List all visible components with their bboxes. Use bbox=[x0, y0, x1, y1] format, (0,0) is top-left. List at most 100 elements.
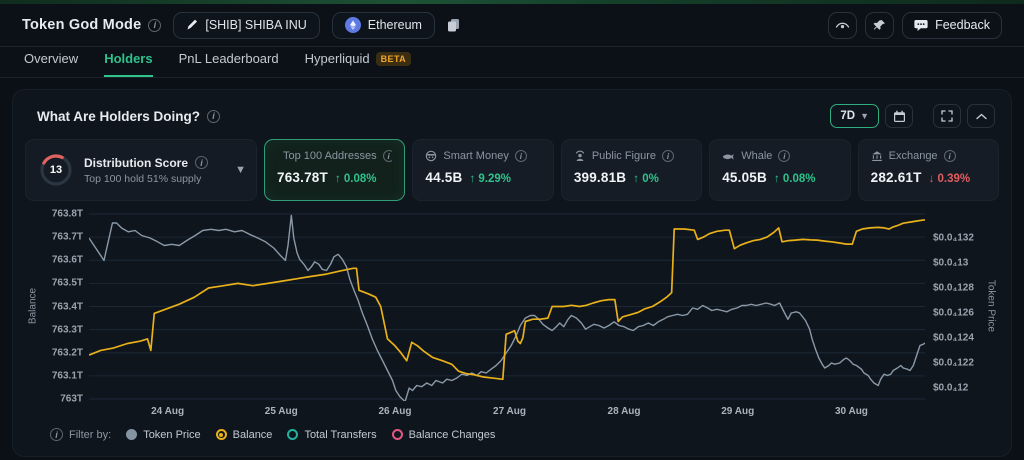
distribution-score-value: 13 bbox=[49, 164, 63, 176]
timeframe-dropdown[interactable]: 7D ▼ bbox=[830, 104, 879, 128]
card-exchange[interactable]: Exchange i 282.61T ↓ 0.39% bbox=[857, 139, 1000, 201]
eye-icon bbox=[835, 22, 850, 28]
x-axis-label: 29 Aug bbox=[721, 406, 755, 417]
collapse-button[interactable] bbox=[967, 104, 995, 128]
public-figure-icon bbox=[575, 150, 585, 161]
nav-tabs: Overview Holders PnL Leaderboard Hyperli… bbox=[0, 47, 1024, 78]
timeframe-value: 7D bbox=[840, 110, 856, 122]
balance-tick-label: 763.4T bbox=[51, 301, 83, 312]
x-axis-label: 30 Aug bbox=[834, 406, 868, 417]
card-label: Public Figure bbox=[591, 150, 657, 162]
series-token-price bbox=[89, 216, 925, 402]
x-axis-labels: 24 Aug 25 Aug 26 Aug 27 Aug 28 Aug 29 Aug 30 A… bbox=[89, 401, 925, 419]
chevron-down-icon[interactable]: ▼ bbox=[235, 164, 246, 176]
chain-select-button[interactable]: Ethereum bbox=[331, 11, 435, 39]
card-info-icon[interactable]: i bbox=[943, 150, 956, 162]
calendar-button[interactable] bbox=[885, 104, 913, 128]
legend-item-balance-changes[interactable]: Balance Changes bbox=[391, 428, 496, 441]
legend-item-token-price[interactable]: Token Price bbox=[126, 428, 201, 441]
filter-info-icon[interactable]: i bbox=[50, 428, 63, 441]
card-label: Whale bbox=[741, 150, 773, 162]
pencil-icon bbox=[187, 19, 198, 30]
feedback-label: Feedback bbox=[935, 18, 990, 32]
watch-button[interactable] bbox=[828, 11, 858, 39]
pin-button[interactable] bbox=[865, 11, 895, 39]
x-axis-label: 24 Aug bbox=[151, 406, 185, 417]
pin-icon bbox=[873, 19, 886, 30]
chat-bubble-icon bbox=[914, 19, 928, 31]
chain-select-label: Ethereum bbox=[367, 18, 422, 32]
tab-holders[interactable]: Holders bbox=[104, 51, 153, 77]
holders-panel: What Are Holders Doing? i 7D ▼ bbox=[12, 89, 1012, 457]
price-axis-ticks: $0.0₄132 $0.0₄13 $0.0₄128 $0.0₄126 $0.0₄124 $… bbox=[925, 211, 983, 419]
filter-by-label: Filter by: bbox=[69, 428, 112, 441]
card-change: ↑ 0.08% bbox=[334, 173, 377, 185]
distribution-info-icon[interactable]: i bbox=[195, 156, 209, 169]
page-title: Token God Mode bbox=[22, 17, 142, 33]
legend-label: Balance bbox=[232, 428, 273, 441]
card-value: 763.78T bbox=[277, 170, 328, 185]
chevron-up-icon bbox=[975, 113, 987, 119]
balance-tick-label: 763.6T bbox=[51, 254, 83, 266]
card-whale[interactable]: Whale i 45.05B ↑ 0.08% bbox=[709, 139, 851, 201]
card-value: 45.05B bbox=[722, 170, 767, 185]
tab-pnl-leaderboard[interactable]: PnL Leaderboard bbox=[178, 51, 279, 66]
smart-money-icon bbox=[426, 150, 437, 162]
tab-hyperliquid[interactable]: Hyperliquid BETA bbox=[305, 51, 412, 77]
top-accent-strip bbox=[0, 0, 1024, 4]
balance-tick-label: 763.7T bbox=[51, 231, 83, 243]
balance-tick-label: 763.5T bbox=[51, 277, 83, 289]
card-info-icon[interactable]: i bbox=[778, 150, 791, 162]
card-change: ↓ 0.39% bbox=[928, 173, 971, 185]
distribution-score-card[interactable]: 13 Distribution Score i Top 100 hold 51%… bbox=[25, 139, 257, 201]
card-value: 399.81B bbox=[573, 170, 627, 185]
card-info-icon[interactable]: i bbox=[514, 150, 527, 162]
legend-item-balance[interactable]: Balance bbox=[215, 428, 273, 441]
balance-tick-label: 763T bbox=[60, 393, 83, 405]
info-icon[interactable]: i bbox=[148, 18, 162, 32]
price-tick-label: $0.0₄126 bbox=[933, 307, 974, 319]
x-axis-label: 25 Aug bbox=[264, 406, 298, 417]
chart-filter-legend: i Filter by: Token Price Balance Total Tra… bbox=[25, 419, 999, 441]
chevron-down-icon: ▼ bbox=[860, 111, 869, 121]
x-axis-label: 26 Aug bbox=[378, 406, 412, 417]
chart-plot-area[interactable] bbox=[89, 211, 925, 401]
legend-dot-icon bbox=[391, 429, 403, 440]
y-axis-title-balance: Balance bbox=[27, 287, 39, 325]
chart-canvas bbox=[89, 211, 925, 401]
tab-overview[interactable]: Overview bbox=[24, 51, 79, 66]
price-tick-label: $0.0₄13 bbox=[933, 257, 969, 269]
card-public-figure[interactable]: Public Figure i 399.81B ↑ 0% bbox=[560, 139, 703, 201]
legend-dot-icon bbox=[126, 429, 138, 440]
card-info-icon[interactable]: i bbox=[662, 150, 675, 162]
legend-label: Balance Changes bbox=[408, 428, 496, 441]
ethereum-icon bbox=[344, 17, 361, 33]
balance-tick-label: 763.8T bbox=[51, 208, 83, 220]
fullscreen-icon bbox=[941, 110, 953, 122]
copy-address-button[interactable] bbox=[447, 18, 460, 32]
token-select-button[interactable]: [SHIB] SHIBA INU bbox=[173, 11, 320, 39]
y-axis-title-price: Token Price bbox=[985, 279, 997, 333]
card-change: ↑ 0.08% bbox=[773, 173, 816, 185]
price-tick-label: $0.0₄128 bbox=[933, 282, 974, 294]
legend-label: Token Price bbox=[143, 428, 201, 441]
distribution-score-label: Distribution Score bbox=[84, 155, 189, 170]
balance-tick-label: 763.2T bbox=[51, 347, 83, 359]
fullscreen-button[interactable] bbox=[933, 104, 961, 128]
card-label: Top 100 Addresses bbox=[283, 150, 377, 162]
card-info-icon[interactable]: i bbox=[382, 150, 393, 162]
series-balance bbox=[89, 220, 925, 379]
card-smart-money[interactable]: Smart Money i 44.5B ↑ 9.29% bbox=[412, 139, 554, 201]
legend-dot-icon bbox=[287, 429, 299, 440]
card-change: ↑ 0% bbox=[633, 173, 659, 185]
panel-info-icon[interactable]: i bbox=[207, 109, 221, 123]
x-axis-label: 27 Aug bbox=[493, 406, 526, 417]
calendar-icon bbox=[893, 110, 905, 122]
card-top-100-addresses[interactable]: Top 100 Addresses i 763.78T ↑ 0.08% bbox=[264, 139, 406, 201]
balance-tick-label: 763.3T bbox=[51, 324, 83, 336]
feedback-button[interactable]: Feedback bbox=[902, 11, 1002, 39]
legend-label: Total Transfers bbox=[304, 428, 377, 441]
distribution-gauge: 13 bbox=[38, 152, 74, 188]
legend-item-total-transfers[interactable]: Total Transfers bbox=[287, 428, 377, 441]
card-change: ↑ 9.29% bbox=[469, 173, 511, 185]
